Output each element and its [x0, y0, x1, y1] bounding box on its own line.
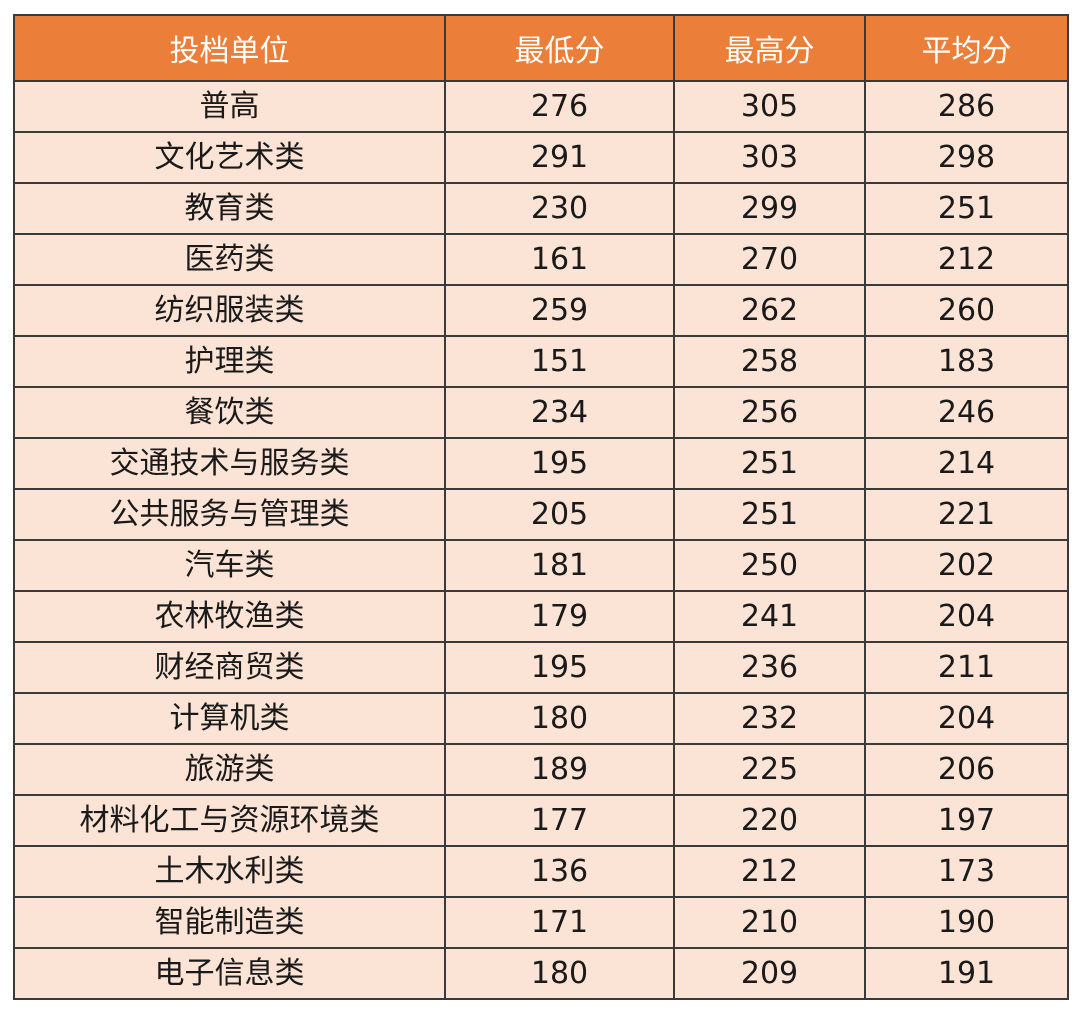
cell-avg-score: 204	[864, 590, 1069, 643]
cell-avg-score: 246	[864, 386, 1069, 439]
cell-max-score: 299	[673, 182, 866, 235]
table-row: 护理类 151 258 183	[13, 335, 1069, 388]
cell-min-score: 189	[444, 743, 675, 796]
header-min-score: 最低分	[444, 14, 675, 82]
cell-max-score: 220	[673, 794, 866, 847]
cell-max-score: 258	[673, 335, 866, 388]
cell-unit: 普高	[13, 80, 446, 133]
cell-avg-score: 191	[864, 947, 1069, 1000]
cell-max-score: 251	[673, 488, 866, 541]
cell-unit: 智能制造类	[13, 896, 446, 949]
table-row: 文化艺术类 291 303 298	[13, 131, 1069, 184]
cell-min-score: 259	[444, 284, 675, 337]
cell-unit: 财经商贸类	[13, 641, 446, 694]
cell-unit: 公共服务与管理类	[13, 488, 446, 541]
cell-unit: 纺织服装类	[13, 284, 446, 337]
cell-min-score: 205	[444, 488, 675, 541]
table-body: 普高 276 305 286 文化艺术类 291 303 298 教育类 230 299 251 医药类…	[13, 80, 1069, 1000]
table-row: 汽车类 181 250 202	[13, 539, 1069, 592]
cell-min-score: 161	[444, 233, 675, 286]
cell-unit: 汽车类	[13, 539, 446, 592]
table-row: 土木水利类 136 212 173	[13, 845, 1069, 898]
cell-max-score: 210	[673, 896, 866, 949]
cell-avg-score: 212	[864, 233, 1069, 286]
cell-min-score: 151	[444, 335, 675, 388]
cell-unit: 材料化工与资源环境类	[13, 794, 446, 847]
table-row: 医药类 161 270 212	[13, 233, 1069, 286]
cell-min-score: 177	[444, 794, 675, 847]
cell-min-score: 136	[444, 845, 675, 898]
score-table: 投档单位 最低分 最高分 平均分 普高 276 305 286 文化艺术类 291 303 2…	[13, 14, 1069, 1000]
cell-avg-score: 204	[864, 692, 1069, 745]
cell-max-score: 270	[673, 233, 866, 286]
table-row: 材料化工与资源环境类 177 220 197	[13, 794, 1069, 847]
header-max-score: 最高分	[673, 14, 866, 82]
header-row: 投档单位 最低分 最高分 平均分	[13, 14, 1069, 82]
cell-min-score: 230	[444, 182, 675, 235]
table-row: 农林牧渔类 179 241 204	[13, 590, 1069, 643]
cell-avg-score: 211	[864, 641, 1069, 694]
cell-unit: 计算机类	[13, 692, 446, 745]
cell-min-score: 181	[444, 539, 675, 592]
cell-min-score: 180	[444, 947, 675, 1000]
cell-avg-score: 221	[864, 488, 1069, 541]
cell-max-score: 225	[673, 743, 866, 796]
cell-avg-score: 214	[864, 437, 1069, 490]
table-row: 餐饮类 234 256 246	[13, 386, 1069, 439]
cell-min-score: 195	[444, 437, 675, 490]
cell-unit: 餐饮类	[13, 386, 446, 439]
cell-avg-score: 260	[864, 284, 1069, 337]
table-row: 教育类 230 299 251	[13, 182, 1069, 235]
cell-unit: 农林牧渔类	[13, 590, 446, 643]
cell-avg-score: 251	[864, 182, 1069, 235]
cell-min-score: 179	[444, 590, 675, 643]
cell-unit: 护理类	[13, 335, 446, 388]
cell-unit: 交通技术与服务类	[13, 437, 446, 490]
cell-avg-score: 286	[864, 80, 1069, 133]
cell-max-score: 305	[673, 80, 866, 133]
table-row: 计算机类 180 232 204	[13, 692, 1069, 745]
cell-min-score: 171	[444, 896, 675, 949]
cell-unit: 文化艺术类	[13, 131, 446, 184]
cell-avg-score: 197	[864, 794, 1069, 847]
cell-unit: 电子信息类	[13, 947, 446, 1000]
cell-max-score: 232	[673, 692, 866, 745]
table-row: 财经商贸类 195 236 211	[13, 641, 1069, 694]
cell-unit: 旅游类	[13, 743, 446, 796]
cell-max-score: 251	[673, 437, 866, 490]
cell-max-score: 303	[673, 131, 866, 184]
table-row: 公共服务与管理类 205 251 221	[13, 488, 1069, 541]
cell-min-score: 234	[444, 386, 675, 439]
cell-max-score: 256	[673, 386, 866, 439]
cell-min-score: 195	[444, 641, 675, 694]
cell-avg-score: 173	[864, 845, 1069, 898]
cell-min-score: 180	[444, 692, 675, 745]
cell-min-score: 276	[444, 80, 675, 133]
cell-avg-score: 202	[864, 539, 1069, 592]
cell-avg-score: 183	[864, 335, 1069, 388]
table-row: 智能制造类 171 210 190	[13, 896, 1069, 949]
cell-max-score: 262	[673, 284, 866, 337]
table-row: 交通技术与服务类 195 251 214	[13, 437, 1069, 490]
header-avg-score: 平均分	[864, 14, 1069, 82]
table-row: 电子信息类 180 209 191	[13, 947, 1069, 1000]
cell-unit: 土木水利类	[13, 845, 446, 898]
cell-avg-score: 298	[864, 131, 1069, 184]
cell-avg-score: 190	[864, 896, 1069, 949]
cell-avg-score: 206	[864, 743, 1069, 796]
table-row: 纺织服装类 259 262 260	[13, 284, 1069, 337]
cell-max-score: 241	[673, 590, 866, 643]
cell-min-score: 291	[444, 131, 675, 184]
cell-unit: 教育类	[13, 182, 446, 235]
cell-max-score: 212	[673, 845, 866, 898]
cell-max-score: 209	[673, 947, 866, 1000]
cell-max-score: 250	[673, 539, 866, 592]
header-unit: 投档单位	[13, 14, 446, 82]
cell-max-score: 236	[673, 641, 866, 694]
table-row: 旅游类 189 225 206	[13, 743, 1069, 796]
table-row: 普高 276 305 286	[13, 80, 1069, 133]
cell-unit: 医药类	[13, 233, 446, 286]
